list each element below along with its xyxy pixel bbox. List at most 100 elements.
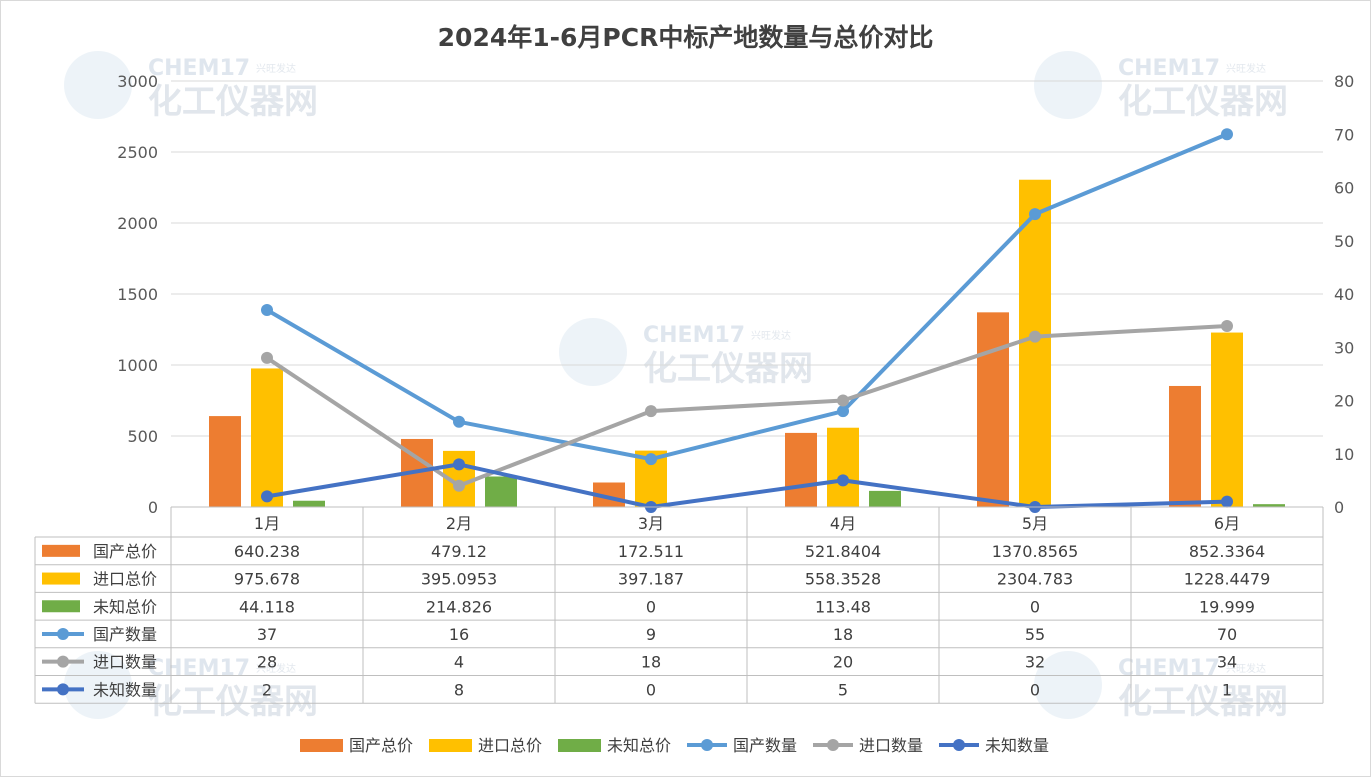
watermark-slogan-0: 兴旺发达 <box>256 62 296 75</box>
table-cell: 1228.4479 <box>1184 570 1271 589</box>
legend-key-未知总价 <box>558 739 601 752</box>
table-cell: 5 <box>838 680 848 699</box>
legend-key-进口总价 <box>429 739 472 752</box>
y-left-tick-label: 2500 <box>117 143 158 162</box>
watermark-logo-2 <box>559 318 627 386</box>
y-left-tick-label: 0 <box>148 498 158 517</box>
legend-marker-未知数量 <box>953 739 965 751</box>
legend-label: 进口总价 <box>478 736 542 755</box>
y-left-tick-label: 1000 <box>117 356 158 375</box>
watermark-name-2: 化工仪器网 <box>643 349 813 389</box>
table-row-label: 国产总价 <box>93 542 157 561</box>
point-未知数量-2月 <box>453 458 465 471</box>
table-cell: 28 <box>257 653 277 672</box>
x-tick-label: 2月 <box>446 514 472 533</box>
watermark-logo-4 <box>1034 651 1102 719</box>
table-cell: 1370.8565 <box>992 542 1079 561</box>
point-国产数量-3月 <box>645 453 657 466</box>
table-cell: 0 <box>1030 597 1040 616</box>
point-未知数量-6月 <box>1221 495 1233 508</box>
point-国产数量-6月 <box>1221 128 1233 141</box>
point-进口数量-4月 <box>837 394 849 407</box>
table-legend-marker-未知数量 <box>57 683 69 696</box>
y-right-tick-label: 0 <box>1334 498 1344 517</box>
x-tick-label: 6月 <box>1214 514 1240 533</box>
table-cell: 8 <box>454 680 464 699</box>
line-未知数量 <box>266 462 1228 509</box>
table-cell: 113.48 <box>815 597 871 616</box>
line-国产数量 <box>265 132 1228 462</box>
point-国产数量-1月 <box>261 303 273 316</box>
table-cell: 214.826 <box>426 597 492 616</box>
table-cell: 2304.783 <box>997 570 1073 589</box>
bar-进口总价-4月 <box>827 427 859 507</box>
bar-未知总价-1月 <box>293 500 325 507</box>
watermark-name-1: 化工仪器网 <box>1118 82 1288 122</box>
y-right-tick-label: 70 <box>1334 125 1354 144</box>
point-国产数量-4月 <box>837 405 849 418</box>
table-legend-marker-进口数量 <box>57 655 69 668</box>
table-legend-marker-国产数量 <box>57 627 69 640</box>
table-legend-key-进口总价 <box>42 572 80 585</box>
table-row-label: 进口数量 <box>93 653 157 672</box>
table-cell: 55 <box>1025 625 1045 644</box>
legend-label: 未知数量 <box>985 736 1049 755</box>
bar-国产总价-5月 <box>977 312 1009 507</box>
y-right-tick-label: 10 <box>1334 445 1354 464</box>
table-cell: 395.0953 <box>421 570 497 589</box>
table-row-label: 国产数量 <box>93 625 157 644</box>
table-cell: 2 <box>262 680 272 699</box>
point-进口数量-3月 <box>645 405 657 418</box>
table-cell: 18 <box>641 653 661 672</box>
x-tick-label: 5月 <box>1022 514 1048 533</box>
watermark-slogan-4: 兴旺发达 <box>1226 662 1266 675</box>
y-right-tick-label: 30 <box>1334 338 1354 357</box>
table-cell: 16 <box>449 625 469 644</box>
point-进口数量-1月 <box>261 351 273 364</box>
watermark-slogan-1: 兴旺发达 <box>1226 62 1266 75</box>
table-cell: 4 <box>454 653 464 672</box>
table-legend-key-国产总价 <box>42 544 80 557</box>
legend-label: 国产总价 <box>349 736 413 755</box>
watermark-name-4: 化工仪器网 <box>1118 682 1288 722</box>
y-right-tick-label: 80 <box>1334 72 1354 91</box>
point-进口数量-6月 <box>1221 319 1233 332</box>
bar-国产总价-6月 <box>1169 385 1201 507</box>
table-cell: 1 <box>1222 680 1232 699</box>
table-cell: 0 <box>1030 680 1040 699</box>
chart-title: 2024年1-6月PCR中标产地数量与总价对比 <box>437 23 934 52</box>
bar-进口总价-1月 <box>251 368 283 507</box>
point-国产数量-2月 <box>453 415 465 428</box>
table-cell: 558.3528 <box>805 570 881 589</box>
table-cell: 44.118 <box>239 597 295 616</box>
y-right-tick-label: 50 <box>1334 232 1354 251</box>
table-cell: 34 <box>1217 653 1237 672</box>
table-cell: 32 <box>1025 653 1045 672</box>
table-cell: 640.238 <box>234 542 300 561</box>
watermark-name-0: 化工仪器网 <box>148 82 318 122</box>
y-left-tick-label: 3000 <box>117 72 158 91</box>
legend-marker-国产数量 <box>701 739 713 751</box>
watermark-brand-3: CHEM17 <box>148 656 250 681</box>
table-cell: 172.511 <box>618 542 684 561</box>
y-right-tick-label: 20 <box>1334 392 1354 411</box>
table-cell: 397.187 <box>618 570 684 589</box>
y-right-tick-label: 60 <box>1334 179 1354 198</box>
watermark-logo-1 <box>1034 51 1102 119</box>
bar-进口总价-5月 <box>1019 179 1051 507</box>
table-row-label: 未知数量 <box>93 680 157 699</box>
point-国产数量-5月 <box>1029 208 1041 221</box>
watermark-name-3: 化工仪器网 <box>148 682 318 722</box>
table-cell: 18 <box>833 625 853 644</box>
table-row-label: 未知总价 <box>93 597 157 616</box>
point-进口数量-2月 <box>453 479 465 492</box>
table-cell: 521.8404 <box>805 542 881 561</box>
point-未知数量-4月 <box>837 474 849 487</box>
x-tick-label: 1月 <box>254 514 280 533</box>
legend-key-国产总价 <box>300 739 343 752</box>
bar-未知总价-6月 <box>1253 504 1285 507</box>
x-tick-label: 3月 <box>638 514 664 533</box>
y-left-tick-label: 2000 <box>117 214 158 233</box>
table-cell: 975.678 <box>234 570 300 589</box>
watermark-logo-0 <box>64 51 132 119</box>
